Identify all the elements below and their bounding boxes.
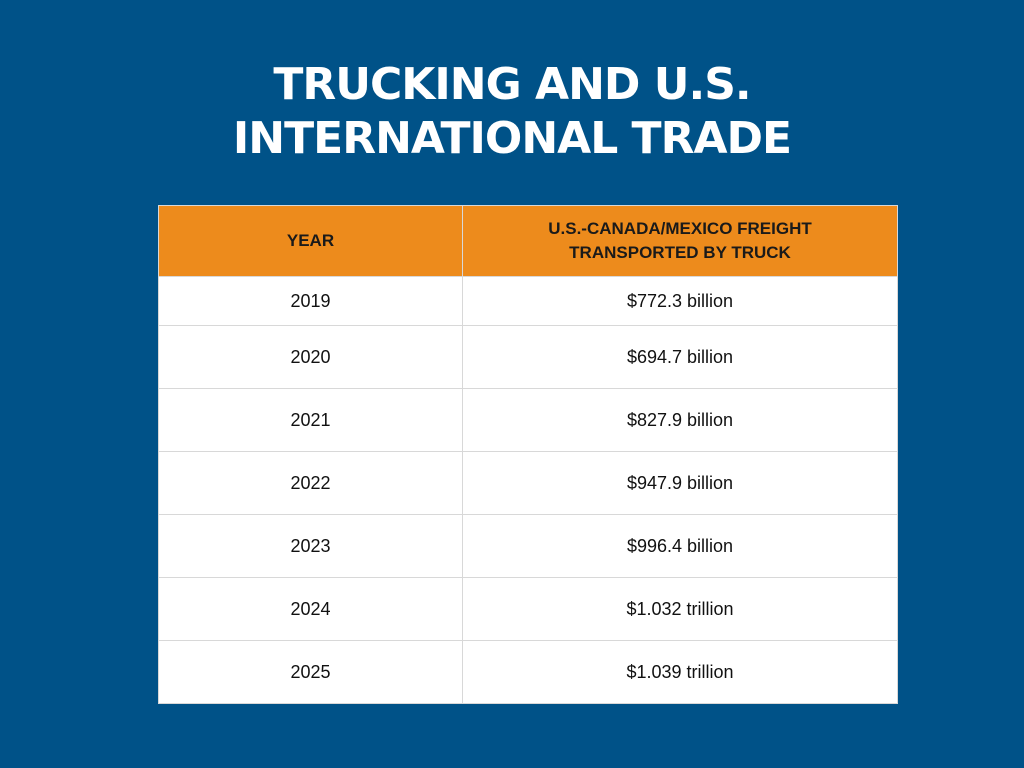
header-row: YEAR U.S.-CANADA/MEXICO FREIGHT TRANSPOR…: [158, 205, 898, 277]
table-row: 2022 $947.9 billion: [158, 451, 898, 515]
title-line-2: INTERNATIONAL TRADE: [232, 113, 792, 164]
freight-value-cell: $827.9 billion: [462, 388, 898, 452]
freight-value-cell: $996.4 billion: [462, 514, 898, 578]
header-freight: U.S.-CANADA/MEXICO FREIGHT TRANSPORTED B…: [462, 205, 898, 277]
table-body: 2019 $772.3 billion 2020 $694.7 billion 2021…: [158, 276, 898, 704]
freight-table: YEAR U.S.-CANADA/MEXICO FREIGHT TRANSPOR…: [158, 205, 898, 704]
freight-value-cell: $694.7 billion: [462, 325, 898, 389]
freight-value-cell: $1.032 trillion: [462, 577, 898, 641]
header-year: YEAR: [158, 205, 463, 277]
year-cell: 2024: [158, 577, 463, 641]
table-row: 2019 $772.3 billion: [158, 276, 898, 326]
table-row: 2025 $1.039 trillion: [158, 640, 898, 704]
year-cell: 2025: [158, 640, 463, 704]
freight-value-cell: $947.9 billion: [462, 451, 898, 515]
freight-value-cell: $1.039 trillion: [462, 640, 898, 704]
table-row: 2020 $694.7 billion: [158, 325, 898, 389]
year-cell: 2021: [158, 388, 463, 452]
header-freight-line-1: U.S.-CANADA/MEXICO FREIGHT: [548, 219, 812, 238]
table-header: YEAR U.S.-CANADA/MEXICO FREIGHT TRANSPOR…: [158, 205, 898, 277]
title-line-1: TRUCKING AND U.S.: [273, 59, 751, 110]
header-freight-line-2: TRANSPORTED BY TRUCK: [569, 243, 791, 262]
freight-value-cell: $772.3 billion: [462, 276, 898, 326]
page-title: TRUCKING AND U.S. INTERNATIONAL TRADE: [0, 58, 1024, 166]
year-cell: 2022: [158, 451, 463, 515]
header-year-label: YEAR: [286, 231, 335, 250]
table-row: 2023 $996.4 billion: [158, 514, 898, 578]
table-row: 2024 $1.032 trillion: [158, 577, 898, 641]
table-row: 2021 $827.9 billion: [158, 388, 898, 452]
year-cell: 2020: [158, 325, 463, 389]
year-cell: 2023: [158, 514, 463, 578]
year-cell: 2019: [158, 276, 463, 326]
